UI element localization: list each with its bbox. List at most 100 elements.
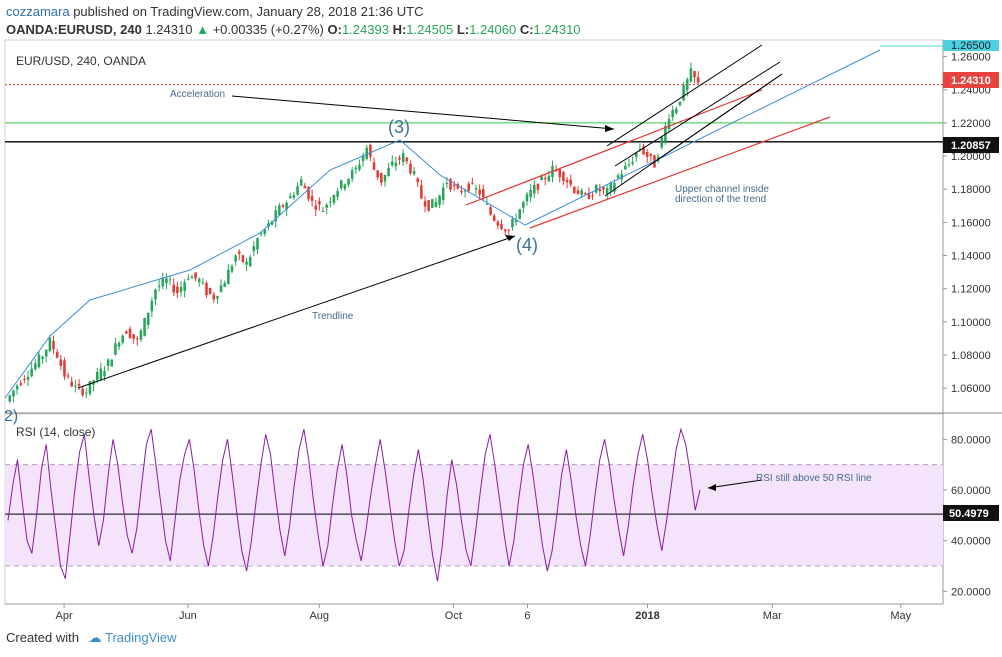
red-channel-lower[interactable] xyxy=(529,116,831,229)
candle-body xyxy=(361,155,365,161)
candle-body xyxy=(518,209,521,219)
acceleration-arrow[interactable] xyxy=(231,95,615,130)
price-labels: 1.26500 1.24310 1.20857 50.4979 xyxy=(943,40,999,521)
black-channel-1[interactable] xyxy=(606,44,763,147)
wave4-line[interactable] xyxy=(399,139,526,226)
candle-body xyxy=(299,179,303,186)
rsi-note-arrowhead xyxy=(708,484,716,491)
candle-body xyxy=(489,207,492,215)
candle-body xyxy=(467,183,471,191)
candle-body xyxy=(369,144,372,157)
wave4-label[interactable]: (4) xyxy=(516,235,538,255)
candle-body xyxy=(649,153,653,156)
candle-body xyxy=(136,338,139,340)
candle-body xyxy=(55,351,59,358)
candle-body xyxy=(427,200,430,211)
candle-body xyxy=(37,354,41,368)
black-channel-4[interactable] xyxy=(649,73,783,166)
price-pane[interactable] xyxy=(4,39,944,414)
ohlc-bar: OANDA:EURUSD, 240 1.24310 ▲ +0.00335 (+0… xyxy=(6,22,581,37)
candle-body xyxy=(587,192,591,199)
open-label: O: xyxy=(327,22,342,37)
candle-body xyxy=(99,368,103,380)
candle-body xyxy=(150,300,154,312)
candle-body xyxy=(146,312,150,325)
time-tick-label: Apr xyxy=(56,610,73,622)
candle-body xyxy=(594,185,598,193)
candle-body xyxy=(598,189,602,192)
candle-body xyxy=(350,170,354,179)
price-tick-label: 1.12000 xyxy=(951,284,991,296)
candle-body xyxy=(208,288,212,294)
price-tick-label: 1.08000 xyxy=(951,350,991,362)
trendline-label[interactable]: Trendline xyxy=(312,311,354,322)
publish-info: cozzamara published on TradingView.com, … xyxy=(6,4,423,19)
candle-body xyxy=(696,77,700,83)
candle-body xyxy=(179,287,183,292)
candle-body xyxy=(121,335,125,343)
upper-channel-label-2[interactable]: direction of the trend xyxy=(675,194,766,205)
price-tick-label: 1.06000 xyxy=(951,383,991,395)
close-label: C: xyxy=(519,22,534,37)
trend-channel-line[interactable] xyxy=(4,139,401,399)
candle-body xyxy=(569,179,572,185)
chart-legend[interactable]: EUR/USD, 240, OANDA xyxy=(16,54,146,68)
candle-body xyxy=(165,278,168,284)
candle-body xyxy=(405,157,409,162)
candle-body xyxy=(248,256,252,267)
candle-body xyxy=(310,195,314,201)
price-tick-label: 1.10000 xyxy=(951,317,991,329)
candle-body xyxy=(70,381,74,387)
candle-body xyxy=(638,148,642,150)
wave3-label[interactable]: (3) xyxy=(388,117,410,137)
candle-body xyxy=(74,385,77,387)
candle-body xyxy=(529,190,532,198)
candle-body xyxy=(613,183,616,192)
candle-body xyxy=(143,318,146,336)
candle-body xyxy=(394,162,398,167)
candle-body xyxy=(605,188,609,194)
long-trendline[interactable] xyxy=(77,235,516,389)
candle-body xyxy=(536,183,540,190)
drawings[interactable] xyxy=(4,44,881,491)
blue-trend-line[interactable] xyxy=(524,49,881,226)
wave2-label[interactable]: 2) xyxy=(4,408,18,425)
candle-body xyxy=(376,170,379,178)
candle-body xyxy=(103,370,106,377)
candle-body xyxy=(460,190,463,193)
black-channel-2[interactable] xyxy=(614,61,781,167)
rsi-legend[interactable]: RSI (14, close) xyxy=(16,425,95,439)
price-tick-label: 1.20000 xyxy=(951,151,991,163)
candle-body xyxy=(642,146,645,155)
candle-body xyxy=(354,167,358,170)
red-channel-upper[interactable] xyxy=(465,89,763,206)
created-with-text: Created with xyxy=(6,630,79,645)
price-tick-label: 1.22000 xyxy=(951,118,991,130)
candle-body xyxy=(533,184,536,194)
candle-body xyxy=(63,360,66,377)
author-link[interactable]: cozzamara xyxy=(6,4,70,19)
last-price: 1.24310 xyxy=(145,22,193,37)
upper-channel-label-1[interactable]: Upper channel inside xyxy=(675,184,769,195)
candle-body xyxy=(205,282,208,296)
up-triangle-icon: ▲ xyxy=(196,22,209,37)
candle-body xyxy=(223,283,226,287)
candle-body xyxy=(307,186,310,200)
candle-body xyxy=(252,246,256,252)
candle-body xyxy=(125,331,128,334)
rsi-note-label[interactable]: RSI still above 50 RSI line xyxy=(756,473,872,484)
candle-body xyxy=(168,279,172,281)
candle-body xyxy=(194,272,197,279)
acceleration-label[interactable]: Acceleration xyxy=(170,89,225,100)
price-tick-label: 1.16000 xyxy=(951,217,991,229)
rsi-value-tag xyxy=(943,505,999,521)
tradingview-brand-link[interactable]: TradingView xyxy=(105,630,177,645)
candle-body xyxy=(358,164,361,170)
rsi-note-arrow[interactable] xyxy=(707,479,763,489)
candle-body xyxy=(332,195,336,203)
tradingview-logo-icon[interactable]: ☁ xyxy=(88,630,102,645)
candle-body xyxy=(285,202,288,210)
candle-body xyxy=(449,178,452,190)
close-value: 1.24310 xyxy=(533,22,581,37)
